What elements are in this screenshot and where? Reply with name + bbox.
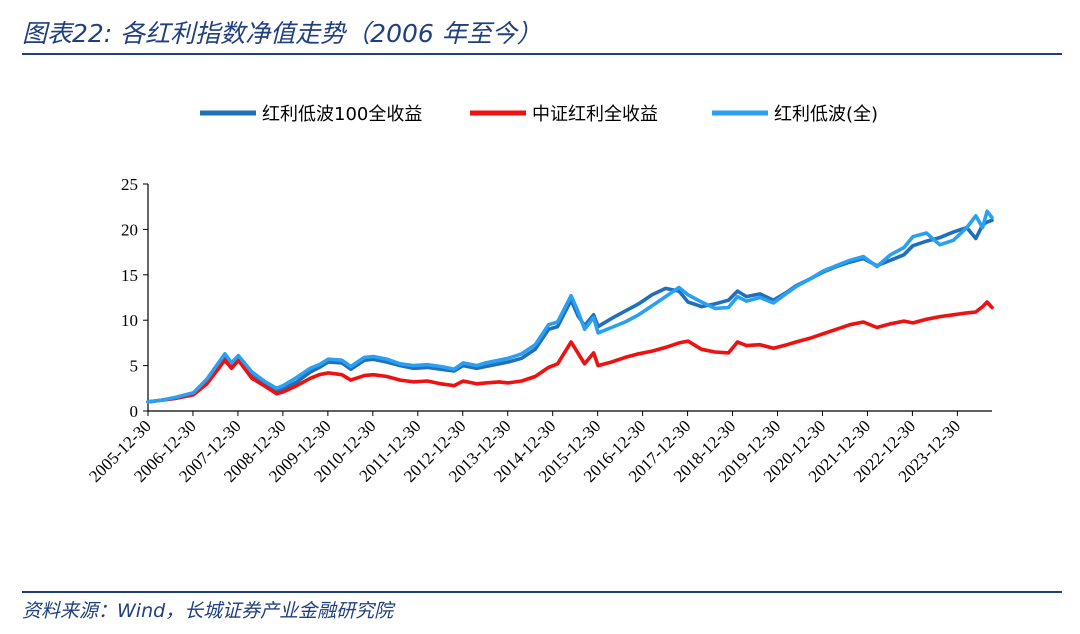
legend-label-3: 红利低波(全): [774, 104, 878, 125]
y-tick-label: 25: [121, 175, 138, 194]
y-tick-label: 10: [121, 311, 138, 330]
legend-label-2: 中证红利全收益: [532, 104, 658, 125]
source-note: 资料来源：Wind，长城证券产业金融研究院: [22, 600, 394, 622]
figure-title: 图表22: 各红利指数净值走势（2006 年至今）: [22, 19, 542, 48]
y-tick-label: 5: [130, 357, 139, 376]
y-tick-label: 20: [121, 220, 138, 239]
series-line-3: [146, 209, 994, 404]
source-rule: [22, 591, 1062, 593]
series-line-1: [146, 218, 994, 404]
title-rule: [22, 53, 1062, 55]
chart-legend: 红利低波100全收益 中证红利全收益 红利低波(全): [200, 104, 878, 125]
chart-axes: 05101520252005-12-302006-12-302007-12-30…: [85, 175, 992, 486]
legend-label-1: 红利低波100全收益: [262, 104, 422, 125]
chart-series: [146, 209, 994, 404]
y-tick-label: 15: [121, 266, 138, 285]
series-line-2: [146, 300, 994, 404]
y-tick-label: 0: [130, 402, 139, 421]
